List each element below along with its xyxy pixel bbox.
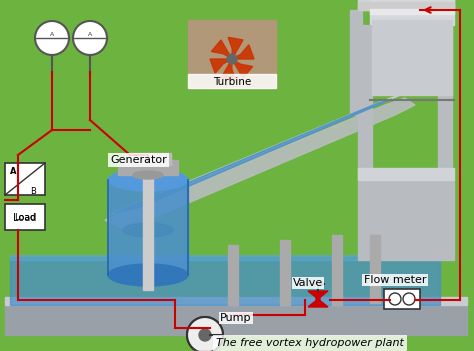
Bar: [350, 10, 362, 115]
Bar: [5, 163, 45, 195]
Bar: [370, 235, 380, 303]
Circle shape: [187, 317, 223, 351]
Polygon shape: [232, 59, 253, 78]
Circle shape: [73, 21, 107, 55]
Circle shape: [35, 21, 69, 55]
Ellipse shape: [108, 169, 188, 191]
Text: A: A: [10, 167, 16, 177]
Text: B: B: [30, 187, 36, 197]
Polygon shape: [228, 37, 243, 59]
Ellipse shape: [123, 223, 173, 237]
Text: Generator: Generator: [110, 155, 167, 165]
Text: Pump: Pump: [220, 313, 252, 323]
Bar: [188, 74, 276, 88]
Ellipse shape: [133, 171, 163, 179]
Text: A: A: [88, 32, 92, 37]
Bar: [438, 25, 452, 180]
Text: Load: Load: [13, 213, 36, 223]
Bar: [370, 0, 454, 25]
Polygon shape: [308, 299, 328, 307]
Polygon shape: [108, 95, 400, 215]
Bar: [125, 153, 171, 165]
Bar: [280, 240, 290, 305]
Bar: [358, 180, 454, 260]
Bar: [188, 20, 276, 88]
Polygon shape: [232, 45, 254, 59]
Text: Load: Load: [14, 213, 36, 223]
Bar: [384, 289, 420, 309]
Bar: [5, 297, 467, 305]
Bar: [370, 9, 454, 14]
Text: Flow meter: Flow meter: [364, 275, 426, 285]
Text: The free vortex hydropower plant: The free vortex hydropower plant: [216, 338, 404, 348]
Text: Valve: Valve: [293, 278, 323, 288]
Polygon shape: [105, 98, 415, 230]
Bar: [143, 175, 153, 290]
Circle shape: [227, 54, 237, 64]
Circle shape: [316, 297, 320, 301]
Bar: [5, 204, 45, 230]
Bar: [10, 257, 440, 305]
Polygon shape: [211, 40, 232, 59]
Bar: [5, 305, 467, 335]
Bar: [228, 245, 238, 305]
Circle shape: [403, 293, 415, 305]
Text: A: A: [50, 32, 54, 37]
Bar: [358, 25, 372, 180]
Bar: [110, 182, 186, 270]
Circle shape: [389, 293, 401, 305]
Bar: [358, 2, 454, 10]
Polygon shape: [210, 59, 232, 73]
Circle shape: [199, 329, 211, 341]
Bar: [358, 0, 454, 10]
Ellipse shape: [108, 264, 188, 286]
Polygon shape: [221, 59, 236, 81]
Text: Turbine: Turbine: [213, 77, 251, 87]
Bar: [10, 255, 440, 260]
Circle shape: [187, 317, 223, 351]
Polygon shape: [115, 99, 392, 213]
Bar: [108, 180, 188, 275]
Bar: [108, 180, 188, 275]
Bar: [332, 235, 342, 305]
Bar: [372, 20, 452, 95]
Bar: [358, 168, 454, 180]
Polygon shape: [308, 291, 328, 299]
Bar: [118, 160, 178, 175]
